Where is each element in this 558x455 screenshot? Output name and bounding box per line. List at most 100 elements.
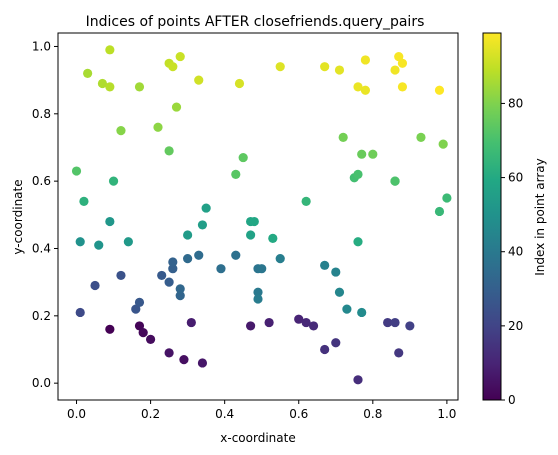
scatter-point <box>105 45 115 55</box>
scatter-point <box>186 317 196 328</box>
scatter-point <box>245 321 256 331</box>
scatter-point <box>338 132 348 142</box>
x-tick-label: 1.0 <box>437 407 456 421</box>
scatter-point <box>216 264 226 274</box>
scatter-point <box>97 78 108 89</box>
scatter-point <box>194 75 204 85</box>
scatter-point <box>175 291 185 301</box>
scatter-point <box>253 287 263 297</box>
scatter-point <box>257 264 267 274</box>
scatter-point <box>331 267 341 277</box>
x-tick-label: 0.4 <box>215 407 234 421</box>
scatter-point <box>434 85 445 95</box>
scatter-point <box>368 149 378 159</box>
scatter-point <box>334 65 345 75</box>
scatter-point <box>397 82 408 92</box>
scatter-point <box>153 122 163 132</box>
scatter-point <box>164 348 174 358</box>
scatter-point <box>301 196 311 206</box>
scatter-point <box>383 317 393 328</box>
scatter-point <box>442 193 452 203</box>
scatter-point <box>390 65 400 75</box>
scatter-point <box>234 78 245 89</box>
scatter-point <box>405 321 415 331</box>
scatter-point <box>390 317 400 328</box>
y-tick-label: 0.8 <box>32 107 51 121</box>
scatter-point <box>360 55 371 65</box>
y-tick-label: 0.6 <box>32 174 51 188</box>
scatter-point <box>201 203 211 213</box>
scatter-point <box>394 348 404 358</box>
scatter-point <box>334 287 345 297</box>
scatter-point <box>90 280 100 291</box>
scatter-point <box>138 328 148 338</box>
scatter-point <box>175 51 185 62</box>
scatter-point <box>105 324 115 334</box>
scatter-point <box>357 307 367 318</box>
colorbar-tick-label: 0 <box>508 393 516 407</box>
scatter-point <box>116 270 126 281</box>
scatter-point <box>416 132 426 142</box>
scatter-point <box>397 58 408 68</box>
scatter-point <box>75 307 85 318</box>
scatter-point <box>168 62 178 72</box>
scatter-point <box>353 237 363 247</box>
scatter-point <box>275 62 285 72</box>
scatter-point <box>116 126 126 136</box>
scatter-point <box>245 230 256 240</box>
scatter-point <box>157 270 167 281</box>
scatter-point <box>197 358 208 368</box>
points-layer <box>71 45 452 385</box>
scatter-point <box>275 253 285 264</box>
scatter-point <box>357 149 367 159</box>
scatter-point <box>168 257 178 267</box>
colorbar-label: Index in point array <box>533 158 547 276</box>
scatter-point <box>134 297 145 307</box>
scatter-point <box>134 82 145 92</box>
y-tick-label: 0.0 <box>32 376 51 390</box>
scatter-point <box>108 176 119 186</box>
x-axis: 0.0 0.2 0.4 0.6 0.8 1.0 <box>67 400 456 421</box>
scatter-point <box>197 220 208 230</box>
scatter-point <box>438 139 448 149</box>
plot-frame <box>57 32 459 401</box>
scatter-point <box>194 250 204 260</box>
scatter-point <box>231 250 241 260</box>
scatter-point <box>75 237 85 247</box>
scatter-point <box>134 321 145 331</box>
colorbar-axis: 0 20 40 60 80 <box>501 96 523 407</box>
scatter-point <box>183 230 193 240</box>
scatter-point <box>179 355 189 365</box>
scatter-point <box>71 166 82 176</box>
scatter-point <box>353 169 363 180</box>
scatter-point <box>145 334 156 344</box>
y-axis: 0.0 0.2 0.4 0.6 0.8 1.0 <box>32 39 58 390</box>
colorbar-tick-label: 80 <box>508 96 523 110</box>
scatter-point <box>301 317 311 328</box>
scatter-point <box>168 264 178 274</box>
colorbar-tick-label: 20 <box>508 319 523 333</box>
scatter-point <box>320 344 330 355</box>
scatter-point <box>434 206 445 217</box>
scatter-point <box>390 176 400 186</box>
scatter-point <box>320 260 330 270</box>
scatter-point <box>268 233 278 243</box>
scatter-point <box>94 240 104 250</box>
scatter-point <box>105 82 115 92</box>
scatter-point <box>238 152 248 163</box>
y-axis-label: y-coordinate <box>11 179 25 254</box>
scatter-point <box>105 216 115 227</box>
x-tick-label: 0.2 <box>141 407 160 421</box>
scatter-point <box>360 85 371 95</box>
scatter-point <box>342 304 352 314</box>
colorbar-gradient <box>483 33 501 400</box>
colorbar-tick-label: 40 <box>508 245 523 259</box>
scatter-point <box>331 338 341 348</box>
x-tick-label: 0.6 <box>289 407 308 421</box>
scatter-point <box>231 169 241 180</box>
scatter-point <box>353 82 363 92</box>
scatter-point <box>264 317 274 328</box>
x-tick-label: 0.0 <box>67 407 86 421</box>
scatter-point <box>131 304 141 314</box>
scatter-point <box>394 51 404 62</box>
